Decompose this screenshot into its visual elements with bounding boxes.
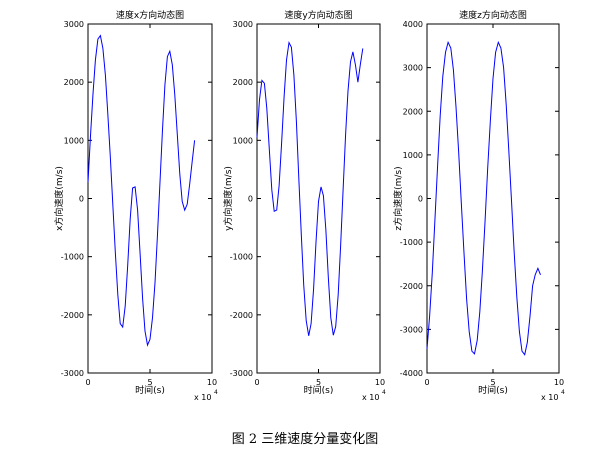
x-axis-label: 时间(s) (135, 384, 165, 396)
x-tick-label: 5 (316, 378, 321, 387)
y-tick-label: 3000 (233, 20, 253, 29)
chart-title: 速度y方向动态图 (284, 9, 352, 21)
series-line-1 (87, 34, 196, 347)
x-axis-multiplier-exponent: 4 (214, 389, 218, 396)
y-tick-label: 2000 (64, 78, 84, 87)
x-tick-label: 0 (254, 378, 259, 387)
y-tick-label: -1000 (230, 253, 253, 262)
x-axis-label: 时间(s) (478, 384, 508, 396)
y-tick-label: 3000 (64, 20, 84, 29)
series-line-1 (256, 40, 364, 336)
y-tick-label: -3000 (61, 369, 84, 378)
y-tick-label: 2000 (403, 107, 423, 116)
x-tick-label: 10 (207, 378, 217, 387)
y-tick-label: 4000 (403, 20, 423, 29)
x-tick-label: 10 (375, 378, 385, 387)
y-tick-label: -2000 (400, 282, 423, 291)
x-axis-multiplier-exponent: 4 (382, 389, 386, 396)
x-axis-multiplier: x 10 (541, 393, 558, 402)
y-tick-label: -2000 (230, 311, 253, 320)
y-tick-label: 0 (248, 195, 253, 204)
y-tick-label: 0 (79, 195, 84, 204)
x-tick-label: 0 (424, 378, 429, 387)
x-axis-multiplier: x 10 (194, 393, 211, 402)
y-tick-label: 0 (418, 195, 423, 204)
y-tick-label: -1000 (400, 238, 423, 247)
x-tick-label: 5 (147, 378, 152, 387)
y-axis-label: y方向速度(m/s) (222, 166, 234, 231)
x-axis-label: 时间(s) (304, 384, 334, 396)
y-tick-label: 1000 (403, 151, 423, 160)
y-tick-label: 3000 (403, 64, 423, 73)
y-tick-label: 2000 (233, 78, 253, 87)
y-tick-label: -4000 (400, 369, 423, 378)
y-axis-label: x方向速度(m/s) (53, 166, 65, 231)
y-tick-label: -3000 (230, 369, 253, 378)
y-tick-label: 1000 (64, 136, 84, 145)
y-tick-label: -1000 (61, 253, 84, 262)
x-tick-label: 5 (490, 378, 495, 387)
chart-title: 速度x方向动态图 (116, 9, 184, 21)
chart-panel-3: 速度z方向动态图 4000 3000 2000 1000 0 -1000 -2000 -3000… (392, 9, 565, 402)
x-axis-multiplier: x 10 (362, 393, 379, 402)
x-tick-label: 0 (85, 378, 90, 387)
y-tick-label: -3000 (400, 325, 423, 334)
series-line-1 (426, 40, 541, 356)
y-axis-label: z方向速度(m/s) (392, 166, 404, 230)
chart-title: 速度z方向动态图 (459, 9, 527, 21)
figure-caption: 图 2 三维速度分量变化图 (231, 432, 379, 447)
y-tick-label: -2000 (61, 311, 84, 320)
x-axis-multiplier-exponent: 4 (561, 389, 565, 396)
plot-area (87, 23, 213, 374)
x-tick-label: 10 (554, 378, 564, 387)
y-tick-label: 1000 (233, 136, 253, 145)
